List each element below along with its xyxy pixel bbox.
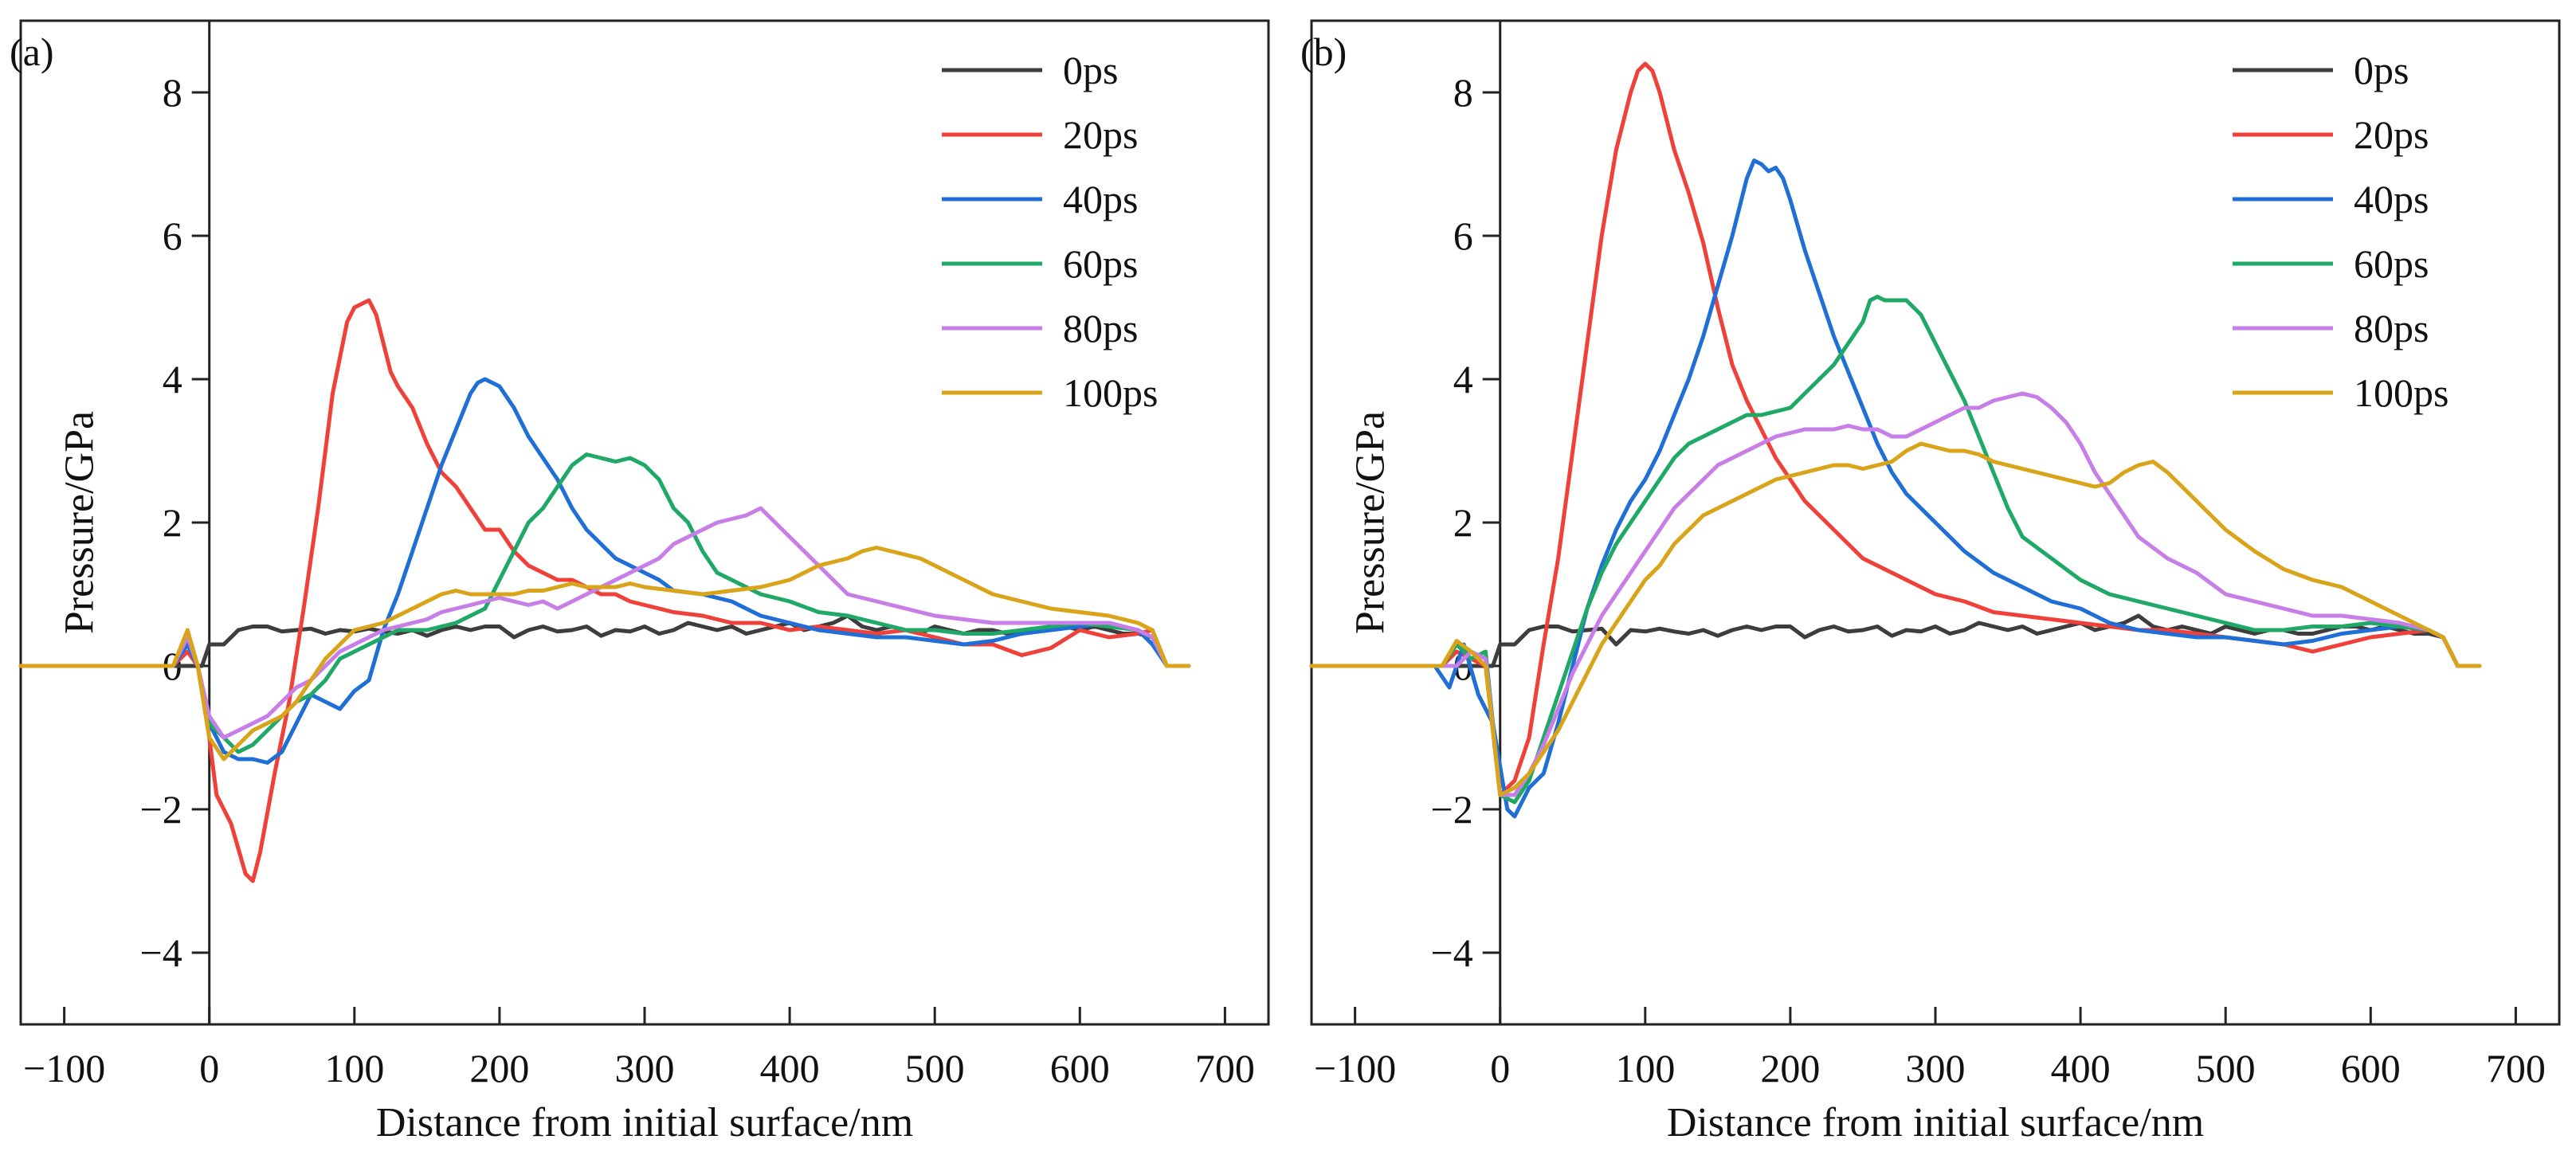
y-tick-label: 2 xyxy=(163,500,182,545)
legend-label: 40ps xyxy=(1063,177,1138,221)
legend-label: 60ps xyxy=(1063,241,1138,286)
panel-b: −100 0 100 200 300 400 500 600 700−4−202468Dista… xyxy=(1300,19,2561,1145)
x-tick-label: 700 xyxy=(1195,1046,1255,1090)
panel-label: (b) xyxy=(1300,29,1347,74)
x-axis-label: Distance from initial surface/nm xyxy=(1667,1100,2204,1145)
series-line-80ps xyxy=(1309,391,2482,797)
series-line-40ps xyxy=(18,377,1191,765)
y-tick-label: 4 xyxy=(1453,357,1473,401)
x-tick-label: 600 xyxy=(1050,1046,1110,1090)
x-tick-label: 400 xyxy=(760,1046,820,1090)
series-line-100ps xyxy=(1309,441,2482,797)
y-tick-label: 6 xyxy=(163,213,182,258)
legend-label: 0ps xyxy=(2354,48,2409,92)
x-tick-label: 600 xyxy=(2341,1046,2401,1090)
x-tick-label: 700 xyxy=(2486,1046,2546,1090)
x-tick-label: 300 xyxy=(615,1046,675,1090)
x-tick-label: 100 xyxy=(1615,1046,1675,1090)
y-tick-label: 2 xyxy=(1453,500,1473,545)
y-tick-label: −2 xyxy=(140,787,182,832)
x-tick-label: 400 xyxy=(2051,1046,2111,1090)
y-tick-label: 6 xyxy=(1453,213,1473,258)
series-line-60ps xyxy=(18,452,1191,754)
legend-label: 80ps xyxy=(1063,306,1138,350)
x-axis-label: Distance from initial surface/nm xyxy=(376,1100,913,1145)
y-tick-label: −4 xyxy=(1431,930,1473,975)
y-tick-label: 4 xyxy=(163,357,182,401)
series-line-0ps xyxy=(1309,613,2482,668)
x-tick-label: −100 xyxy=(23,1046,105,1090)
legend-label: 100ps xyxy=(1063,370,1158,415)
y-tick-label: −4 xyxy=(140,930,182,975)
x-tick-label: 0 xyxy=(199,1046,219,1090)
panel-label: (a) xyxy=(10,29,54,74)
x-tick-label: 300 xyxy=(1906,1046,1966,1090)
series-line-80ps xyxy=(18,506,1191,740)
series-line-60ps xyxy=(1309,295,2482,805)
y-axis-label: Pressure/GPa xyxy=(57,411,103,634)
x-tick-label: 100 xyxy=(324,1046,384,1090)
series-line-40ps xyxy=(1309,159,2482,819)
series-line-20ps xyxy=(18,298,1191,883)
y-axis-label: Pressure/GPa xyxy=(1348,411,1394,634)
y-tick-label: 8 xyxy=(1453,70,1473,115)
x-tick-label: 200 xyxy=(1760,1046,1820,1090)
legend-label: 80ps xyxy=(2354,306,2429,350)
series-line-100ps xyxy=(18,546,1191,762)
legend-label: 0ps xyxy=(1063,48,1118,92)
legend-label: 20ps xyxy=(1063,112,1138,157)
legend-label: 60ps xyxy=(2354,241,2429,286)
legend-label: 20ps xyxy=(2354,112,2429,157)
x-tick-label: 200 xyxy=(469,1046,529,1090)
x-tick-label: 500 xyxy=(905,1046,965,1090)
panel-a: −100 0 100 200 300 400 500 600 700−4−202468Dista… xyxy=(10,19,1270,1145)
x-tick-label: −100 xyxy=(1314,1046,1396,1090)
y-tick-label: 8 xyxy=(163,70,182,115)
legend-label: 40ps xyxy=(2354,177,2429,221)
x-tick-label: 0 xyxy=(1490,1046,1510,1090)
y-tick-label: −2 xyxy=(1431,787,1473,832)
x-tick-label: 500 xyxy=(2196,1046,2256,1090)
legend-label: 100ps xyxy=(2354,370,2449,415)
